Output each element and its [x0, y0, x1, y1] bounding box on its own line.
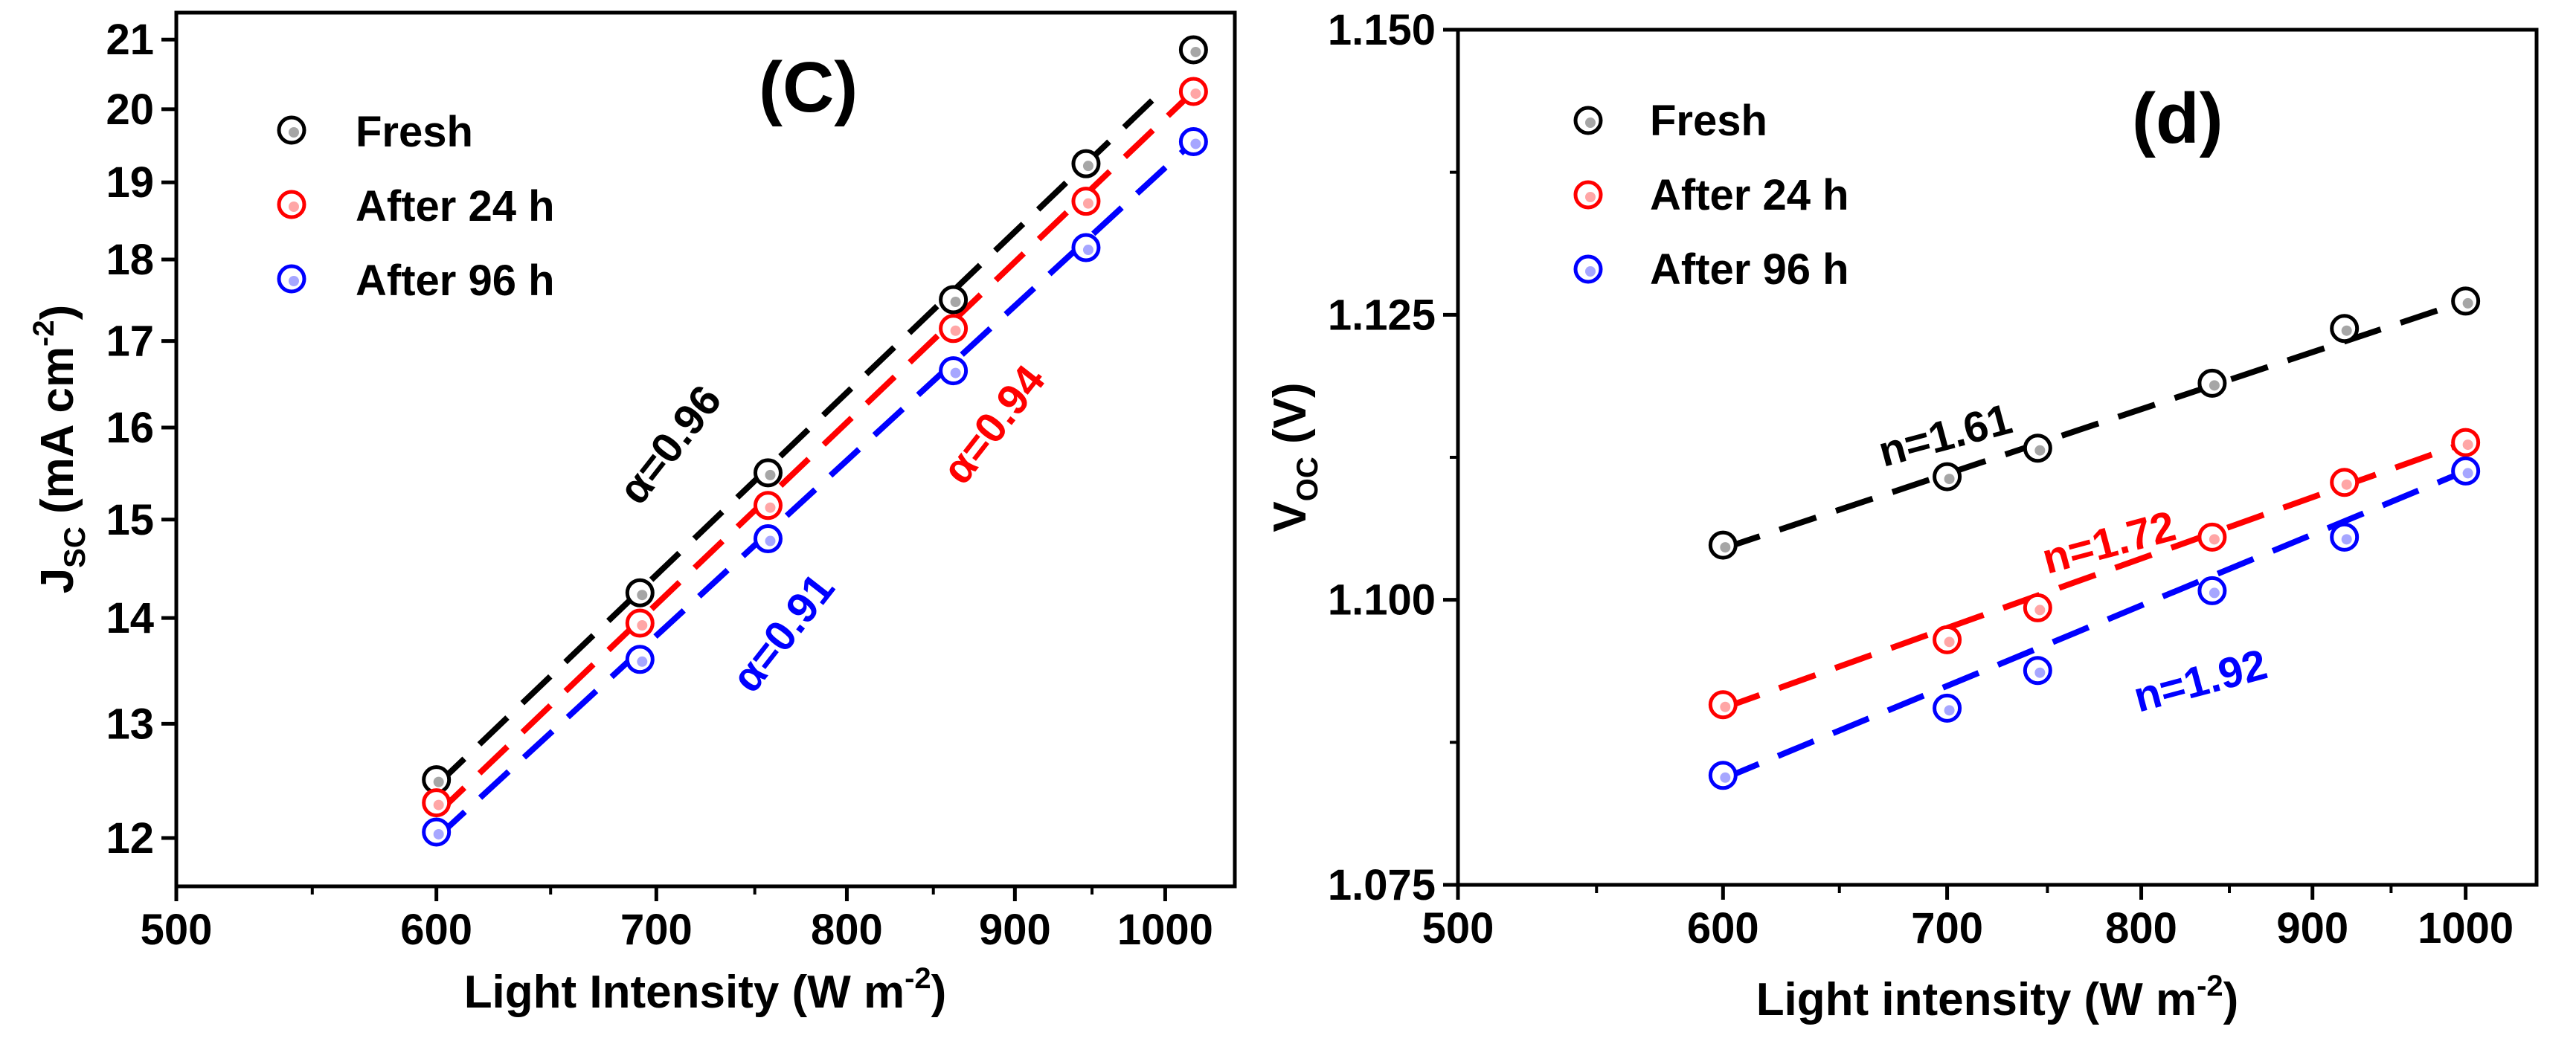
y-tick-label: 15: [106, 496, 154, 544]
data-point-after-96-h: [1178, 126, 1208, 156]
legend-label-after-24h: After 24 h: [1650, 171, 1849, 219]
panel-c-legend: Fresh After 24 h After 96 h: [277, 108, 555, 305]
data-point-after-96-h: [1071, 233, 1101, 262]
legend-label-after-96h: After 96 h: [356, 257, 555, 305]
legend-marker-after-24-h: [1573, 180, 1603, 210]
x-tick-label: 600: [400, 906, 472, 954]
legend-marker-after-96-h: [1573, 254, 1603, 284]
data-point-fresh: [2023, 434, 2052, 463]
legend-marker-fresh: [277, 115, 306, 145]
data-point-after-96-h: [1708, 761, 1738, 790]
x-tick-label: 600: [1687, 904, 1759, 953]
legend-label-fresh: Fresh: [1650, 97, 1767, 145]
legend-label-after-96h: After 96 h: [1650, 245, 1849, 294]
fit-line-fresh: [434, 86, 1168, 788]
panel-c-x-axis-label: Light Intensity (W m-2): [464, 962, 947, 1018]
data-point-fresh: [939, 285, 969, 315]
data-point-after-24-h: [2330, 468, 2360, 497]
y-tick-label: 14: [106, 594, 154, 642]
x-tick-label: 1000: [1117, 906, 1213, 954]
x-tick-label: 500: [141, 906, 213, 954]
data-point-after-24-h: [939, 314, 969, 344]
y-tick-label: 16: [106, 404, 154, 452]
panel-c-chart: 500 600 700 800 900 100012131415161718192021 …: [28, 10, 1237, 1018]
data-point-after-24-h: [2451, 428, 2481, 457]
y-tick-label: 1.100: [1328, 576, 1436, 625]
x-tick-label: 900: [2276, 904, 2348, 953]
y-tick-label: 21: [106, 16, 154, 64]
y-tick-label: 1.075: [1328, 861, 1436, 909]
data-point-fresh: [1933, 462, 1962, 492]
panel-d-data-points: [1708, 286, 2481, 790]
data-point-after-96-h: [939, 356, 969, 386]
data-point-after-96-h: [2330, 522, 2360, 552]
y-tick-label: 19: [106, 158, 154, 207]
y-tick-label: 20: [106, 86, 154, 134]
x-tick-label: 1000: [2418, 904, 2514, 953]
x-tick-label: 800: [2105, 904, 2177, 953]
panel-c-plot-frame: [174, 10, 1237, 889]
data-point-after-24-h: [1178, 77, 1208, 106]
data-point-after-24-h: [625, 608, 655, 638]
y-tick-label: 1.125: [1328, 291, 1436, 339]
panel-d-x-axis-label: Light intensity (W m-2): [1756, 970, 2239, 1025]
data-point-fresh: [2451, 286, 2481, 316]
panel-d-annotation-24h: n=1.72: [2037, 502, 2181, 584]
data-point-fresh: [753, 458, 783, 488]
panel-d-chart: 500 600 700 800 900 10001.0751.1001.1251.150 …: [1265, 6, 2539, 1025]
data-point-after-96-h: [1933, 693, 1962, 723]
x-tick-label: 700: [620, 906, 693, 954]
fit-line-fresh: [1722, 298, 2467, 552]
data-point-fresh: [1071, 149, 1101, 178]
y-tick-label: 18: [106, 236, 154, 284]
data-point-fresh: [625, 578, 655, 607]
legend-label-after-24h: After 24 h: [356, 182, 555, 231]
x-tick-label: 700: [1911, 904, 1983, 953]
fit-line-after-96-h: [434, 139, 1196, 840]
y-tick-label: 12: [106, 814, 154, 863]
y-tick-label: 13: [106, 700, 154, 748]
panel-d-annotation-96h: n=1.92: [2129, 640, 2273, 722]
x-tick-label: 900: [979, 906, 1051, 954]
panel-c-fit-lines: [434, 86, 1196, 840]
legend-marker-after-96-h: [277, 264, 306, 294]
legend-marker-after-24-h: [277, 190, 306, 219]
panel-c-data-points: [422, 35, 1208, 847]
y-tick-label: 1.150: [1328, 6, 1436, 54]
data-point-after-24-h: [1071, 187, 1101, 216]
panel-d-ticks: 500 600 700 800 900 1000 1.075 1.100 1.125 1.150: [1328, 6, 2514, 953]
legend-marker-fresh: [1573, 106, 1603, 135]
data-point-after-96-h: [753, 524, 783, 554]
data-point-after-96-h: [625, 645, 655, 674]
data-point-fresh: [1708, 530, 1738, 560]
data-point-after-24-h: [2197, 522, 2227, 552]
data-point-fresh: [2330, 314, 2360, 344]
data-point-fresh: [1178, 35, 1208, 65]
x-tick-label: 500: [1422, 904, 1494, 953]
panel-c-annotation-fresh: α=0.96: [609, 376, 731, 513]
panel-c-annotation-96h: α=0.91: [722, 564, 844, 701]
panel-c-label: (C): [759, 48, 858, 127]
x-tick-label: 800: [811, 906, 883, 954]
y-tick-label: 17: [106, 318, 154, 366]
data-point-after-24-h: [422, 788, 452, 818]
panel-c-y-axis-label: JSC (mA cm-2): [28, 305, 91, 594]
fit-line-after-96-h: [1721, 468, 2467, 782]
data-point-after-24-h: [1933, 625, 1962, 654]
data-point-after-96-h: [2451, 456, 2481, 486]
panel-d-legend: Fresh After 24 h After 96 h: [1573, 97, 1849, 294]
data-point-after-24-h: [2023, 593, 2052, 622]
data-point-after-24-h: [1708, 690, 1738, 720]
data-point-after-96-h: [2023, 656, 2052, 686]
panel-d-plot-frame: [1456, 28, 2539, 887]
data-point-after-96-h: [2197, 576, 2227, 605]
data-point-after-96-h: [422, 817, 452, 847]
panel-d-y-axis-label: VOC (V): [1265, 382, 1324, 532]
panel-c-ticks: 500 600 700 800 900 1000 12 13 14 15 16 17 18 19 20 21: [106, 16, 1212, 954]
legend-label-fresh: Fresh: [356, 108, 473, 156]
data-point-fresh: [2197, 368, 2227, 398]
panel-d-label: (d): [2132, 79, 2223, 158]
data-point-after-24-h: [753, 491, 783, 520]
